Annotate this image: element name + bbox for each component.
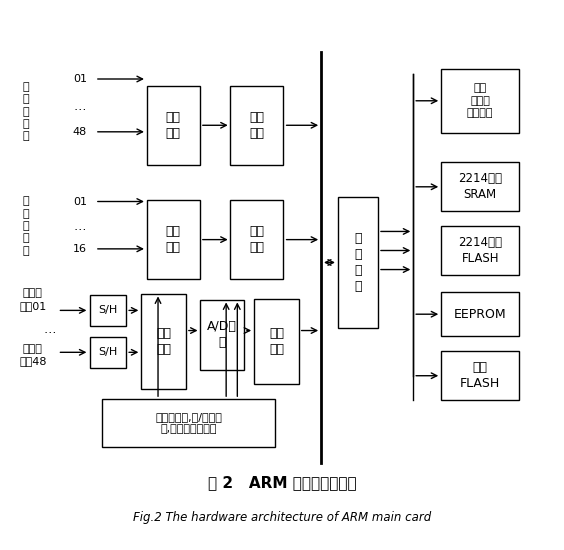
Text: 模拟量
输入01: 模拟量 输入01 [19,288,47,311]
Text: EEPROM: EEPROM [454,307,506,321]
Bar [441,226,519,275]
Text: …: … [44,323,56,336]
Text: 数据
缓冲: 数据 缓冲 [269,327,284,356]
Bar [102,399,275,447]
Text: 数
字
量
输
入: 数 字 量 输 入 [23,196,29,256]
Text: 译码
看门狗
实时时钟: 译码 看门狗 实时时钟 [467,84,494,118]
Bar [441,293,519,336]
Bar [254,299,299,383]
Text: …: … [73,219,86,233]
Text: 数
字
量
输
出: 数 字 量 输 出 [23,82,29,141]
Bar [141,294,186,389]
Text: 光电
隔离: 光电 隔离 [166,225,180,254]
Bar [441,69,519,133]
Text: 2214片内
FLASH: 2214片内 FLASH [458,236,503,265]
Text: 片外
FLASH: 片外 FLASH [460,361,500,390]
Text: …: … [73,100,86,113]
Text: 图 2   ARM 主板硬件结构图: 图 2 ARM 主板硬件结构图 [208,476,356,491]
Text: S/H: S/H [98,347,117,358]
Bar [338,197,378,328]
Text: 模拟量
输入48: 模拟量 输入48 [19,344,47,366]
Bar [90,295,126,326]
Bar [200,300,244,370]
Text: 2214片内
SRAM: 2214片内 SRAM [458,172,503,201]
Text: 48: 48 [73,127,87,137]
Bar [441,162,519,211]
Bar [441,351,519,400]
Text: 数据
锁存: 数据 锁存 [249,225,265,254]
Text: 16: 16 [73,244,87,254]
Text: 数
据
缓
冲: 数 据 缓 冲 [354,232,362,293]
Text: S/H: S/H [98,305,117,315]
Text: 数据
锁存: 数据 锁存 [249,111,265,140]
Text: 多路
切换: 多路 切换 [156,327,171,356]
Bar [147,86,200,165]
Bar [230,86,283,165]
Text: A/D转
换: A/D转 换 [208,321,237,349]
Text: Fig.2 The hardware architecture of ARM main card: Fig.2 The hardware architecture of ARM m… [133,511,431,524]
Text: 光电
隔离: 光电 隔离 [166,111,180,140]
Bar [90,337,126,368]
Bar [230,200,283,279]
Text: 01: 01 [73,196,87,206]
Text: 通道发生器,读/写控制
器,方式控制存储器: 通道发生器,读/写控制 器,方式控制存储器 [155,412,222,434]
Bar [147,200,200,279]
Text: 01: 01 [73,74,87,84]
